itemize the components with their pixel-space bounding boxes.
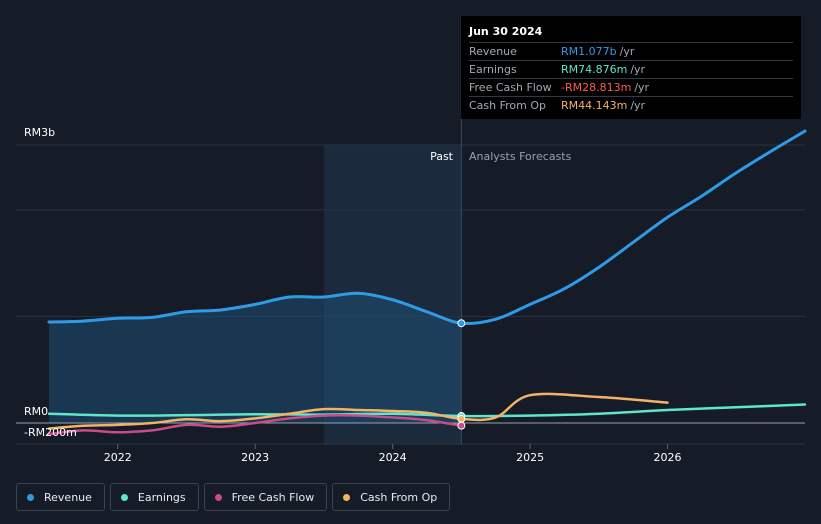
tooltip-unit: /yr: [619, 45, 635, 58]
free-cash-flow-line: [47, 414, 463, 436]
cash-from-op-line: [47, 392, 669, 430]
tooltip-label: Earnings: [469, 63, 517, 76]
highlight-markers: [457, 319, 466, 430]
tooltip-value: RM44.143m: [561, 99, 628, 112]
free-cash-flow-marker: [457, 421, 466, 430]
x-tick-label: 2022: [104, 451, 132, 464]
tooltip-unit: /yr: [634, 81, 650, 94]
legend-label: Earnings: [137, 490, 186, 504]
tooltip-row-cash-from-op: Cash From Op RM44.143m /yr: [469, 97, 793, 114]
tooltip-row-revenue: Revenue RM1.077b /yr: [469, 43, 793, 61]
legend-item-revenue[interactable]: Revenue: [16, 483, 105, 511]
y-axis-label-zero: RM0: [24, 405, 48, 418]
revenue-line: [47, 129, 807, 326]
legend-label: Cash From Op: [360, 490, 438, 504]
free-cash-flow-dot-icon: [214, 493, 222, 501]
tooltip-value: -RM28.813m: [561, 81, 632, 94]
earnings-line: [47, 403, 807, 418]
legend-item-earnings[interactable]: Earnings: [109, 483, 199, 511]
series-lines: [47, 129, 807, 436]
forecast-label: Analysts Forecasts: [469, 150, 572, 163]
legend-item-cash-from-op[interactable]: Cash From Op: [332, 483, 451, 511]
tooltip-row-free-cash-flow: Free Cash Flow -RM28.813m /yr: [469, 79, 793, 97]
tooltip-row-earnings: Earnings RM74.876m /yr: [469, 61, 793, 79]
x-tick-label: 2023: [241, 451, 269, 464]
past-label: Past: [430, 150, 454, 163]
tooltip-label: Cash From Op: [469, 99, 547, 112]
legend-item-free-cash-flow[interactable]: Free Cash Flow: [203, 483, 328, 511]
legend: Revenue Earnings Free Cash Flow Cash Fro…: [16, 483, 451, 511]
y-axis-label-bottom: -RM200m: [24, 426, 77, 439]
cash-from-op-marker: [457, 414, 466, 423]
x-tick-label: 2025: [516, 451, 544, 464]
x-axis-ticks: 2022 2023 2024 2025 2026: [104, 444, 682, 464]
tooltip-value: RM1.077b: [561, 45, 617, 58]
tooltip-label: Revenue: [469, 45, 517, 58]
tooltip-unit: /yr: [630, 99, 646, 112]
revenue-area: [49, 293, 462, 423]
tooltip-date: Jun 30 2024: [469, 24, 793, 43]
x-tick-label: 2026: [654, 451, 682, 464]
legend-label: Revenue: [44, 490, 92, 504]
earnings-dot-icon: [120, 493, 128, 501]
tooltip-value: RM74.876m: [561, 63, 628, 76]
data-tooltip: Jun 30 2024 Revenue RM1.077b /yr Earning…: [461, 16, 801, 119]
revenue-dot-icon: [27, 493, 34, 501]
y-axis-label-top: RM3b: [24, 126, 55, 139]
tooltip-label: Free Cash Flow: [469, 81, 552, 94]
legend-label: Free Cash Flow: [231, 490, 315, 504]
x-tick-label: 2024: [379, 451, 407, 464]
revenue-marker: [457, 319, 466, 328]
tooltip-unit: /yr: [630, 63, 646, 76]
cash-from-op-dot-icon: [343, 493, 351, 501]
revenue-area-fill: [49, 293, 462, 423]
